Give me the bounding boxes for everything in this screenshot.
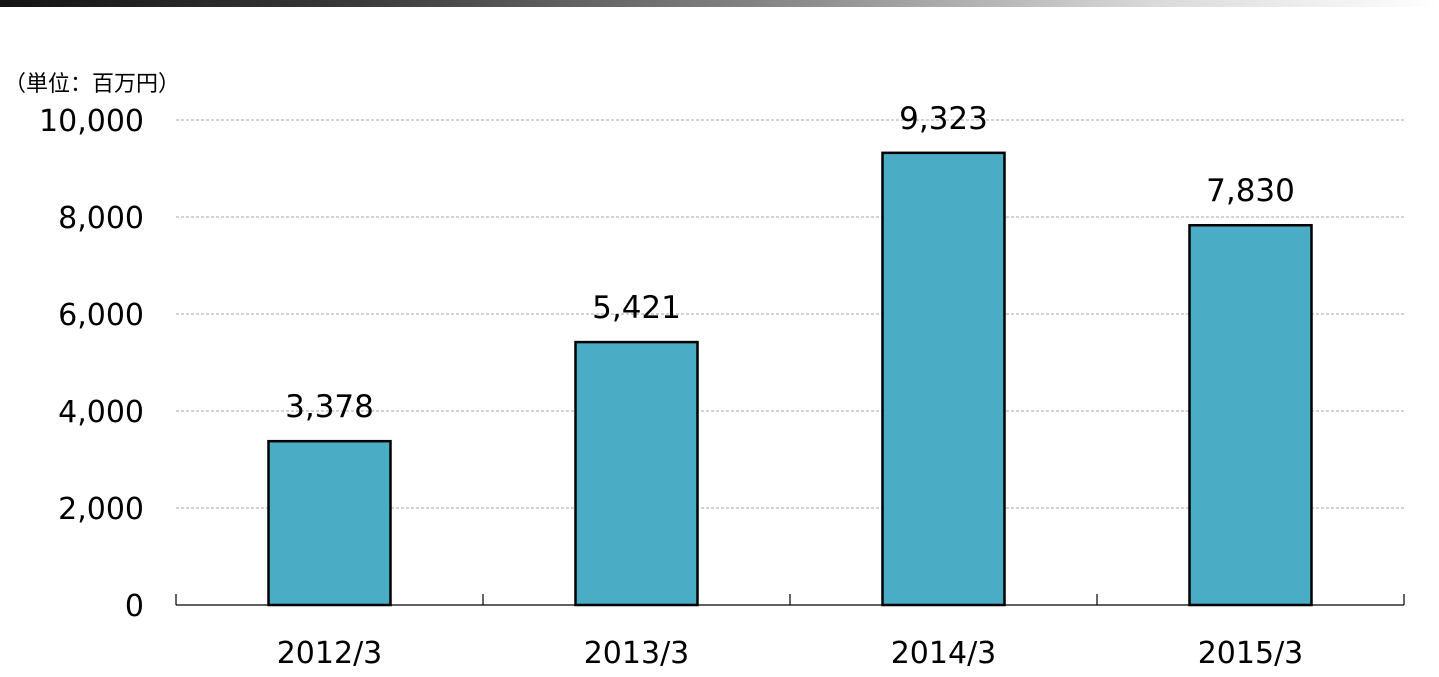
data-label: 9,323 <box>899 101 988 137</box>
data-label: 3,378 <box>285 389 374 425</box>
x-tick-label: 2012/3 <box>277 636 383 671</box>
y-tick-label: 2,000 <box>58 492 144 527</box>
y-tick-label: 8,000 <box>58 201 144 236</box>
x-tick-label: 2015/3 <box>1198 636 1304 671</box>
unit-label: （単位：百万円） <box>4 72 181 97</box>
bar <box>574 340 699 607</box>
x-tick-label: 2014/3 <box>891 636 997 671</box>
header-gradient-bar <box>0 0 1439 7</box>
y-tick-label: 0 <box>125 589 144 624</box>
data-label: 7,830 <box>1206 173 1295 209</box>
y-tick-label: 6,000 <box>58 298 144 333</box>
y-tick-label: 4,000 <box>58 395 144 430</box>
labels: 0 2,000 4,000 6,000 8,000 10,000 3,378 2012/3 5,… <box>39 101 1303 671</box>
x-tick-label: 2013/3 <box>584 636 690 671</box>
data-label: 5,421 <box>592 290 681 326</box>
bar <box>267 439 392 607</box>
bars <box>267 151 1313 607</box>
y-tick-label: 10,000 <box>39 104 144 139</box>
bar <box>1188 223 1313 607</box>
bar <box>881 151 1006 607</box>
